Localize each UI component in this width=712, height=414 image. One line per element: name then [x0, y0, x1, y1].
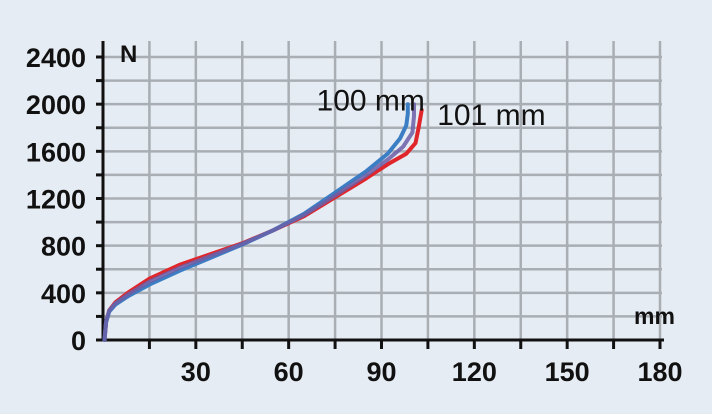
y-tick-label: 1200 — [26, 185, 86, 215]
y-tick-label: 0 — [71, 326, 86, 356]
series-line — [102, 102, 416, 342]
annotations: 100 mm 101 mm — [317, 85, 546, 132]
y-tick-label: 400 — [41, 279, 86, 309]
x-tick-label: 90 — [366, 357, 396, 387]
x-tick-label: 30 — [181, 357, 211, 387]
series-annotation-label: 100 mm — [317, 85, 425, 118]
y-tick-label: 2000 — [26, 90, 86, 120]
x-tick-label: 60 — [274, 357, 304, 387]
axes: N mm 30 60 90 120 150 180 0 400 800 1200 1600 2000 2… — [26, 41, 683, 387]
y-tick-label: 800 — [41, 232, 86, 262]
y-tick-label: 2400 — [26, 43, 86, 73]
series-annotation-label: 101 mm — [437, 99, 545, 132]
x-tick-label: 120 — [452, 357, 497, 387]
series-line — [102, 108, 424, 342]
x-axis-label: mm — [634, 303, 675, 329]
y-tick-label: 1600 — [26, 137, 86, 167]
series — [102, 102, 424, 342]
grid — [103, 41, 662, 340]
x-tick-label: 150 — [545, 357, 590, 387]
x-tick-label: 180 — [637, 357, 682, 387]
y-axis-label: N — [120, 41, 137, 68]
